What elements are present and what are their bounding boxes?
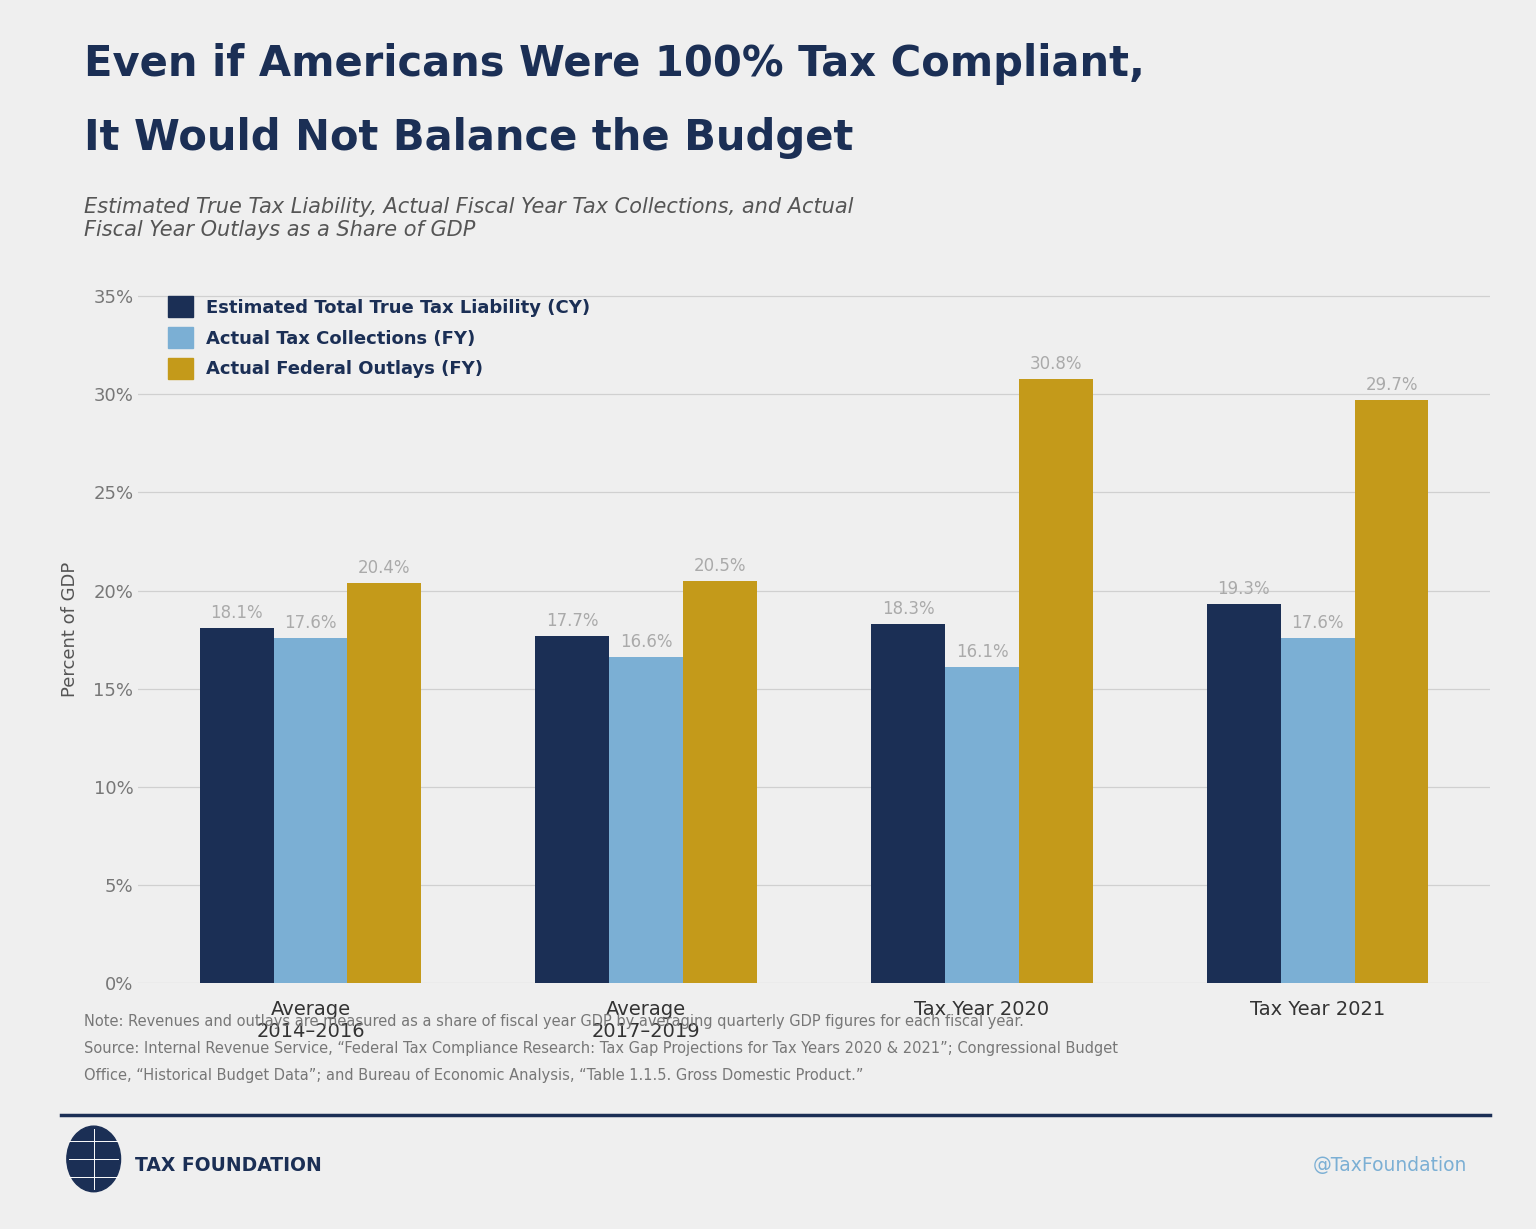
Bar xyxy=(1207,605,1281,983)
Bar xyxy=(684,581,757,983)
Text: 18.1%: 18.1% xyxy=(210,603,263,622)
Text: Source: Internal Revenue Service, “Federal Tax Compliance Research: Tax Gap Proj: Source: Internal Revenue Service, “Feder… xyxy=(84,1041,1118,1056)
Text: Office, “Historical Budget Data”; and Bureau of Economic Analysis, “Table 1.1.5.: Office, “Historical Budget Data”; and Bu… xyxy=(84,1068,863,1083)
Text: Even if Americans Were 100% Tax Compliant,: Even if Americans Were 100% Tax Complian… xyxy=(84,43,1146,85)
Text: Estimated True Tax Liability, Actual Fiscal Year Tax Collections, and Actual
Fis: Estimated True Tax Liability, Actual Fis… xyxy=(84,197,854,240)
Text: Note: Revenues and outlays are measured as a share of fiscal year GDP by averagi: Note: Revenues and outlays are measured … xyxy=(84,1014,1025,1029)
Bar xyxy=(273,638,347,983)
Text: 17.7%: 17.7% xyxy=(547,612,599,630)
Text: 19.3%: 19.3% xyxy=(1218,580,1270,599)
Text: 30.8%: 30.8% xyxy=(1029,355,1081,372)
Text: 18.3%: 18.3% xyxy=(882,600,934,618)
Legend: Estimated Total True Tax Liability (CY), Actual Tax Collections (FY), Actual Fed: Estimated Total True Tax Liability (CY),… xyxy=(161,289,598,386)
Bar xyxy=(610,658,684,983)
Text: 17.6%: 17.6% xyxy=(284,613,336,632)
Text: It Would Not Balance the Budget: It Would Not Balance the Budget xyxy=(84,117,854,159)
Text: 17.6%: 17.6% xyxy=(1292,613,1344,632)
Text: TAX FOUNDATION: TAX FOUNDATION xyxy=(135,1155,323,1175)
Y-axis label: Percent of GDP: Percent of GDP xyxy=(61,562,80,698)
Text: 20.5%: 20.5% xyxy=(694,557,746,575)
Bar xyxy=(945,667,1018,983)
Text: 20.4%: 20.4% xyxy=(358,559,410,576)
Text: @TaxFoundation: @TaxFoundation xyxy=(1312,1155,1467,1175)
Bar xyxy=(1281,638,1355,983)
Text: 29.7%: 29.7% xyxy=(1366,376,1418,395)
Bar xyxy=(871,624,945,983)
Bar xyxy=(347,583,421,983)
Bar xyxy=(1018,379,1092,983)
Bar xyxy=(200,628,273,983)
Text: 16.6%: 16.6% xyxy=(621,633,673,651)
Bar xyxy=(536,635,610,983)
Bar xyxy=(1355,401,1428,983)
Text: 16.1%: 16.1% xyxy=(955,643,1008,661)
Circle shape xyxy=(68,1126,120,1192)
